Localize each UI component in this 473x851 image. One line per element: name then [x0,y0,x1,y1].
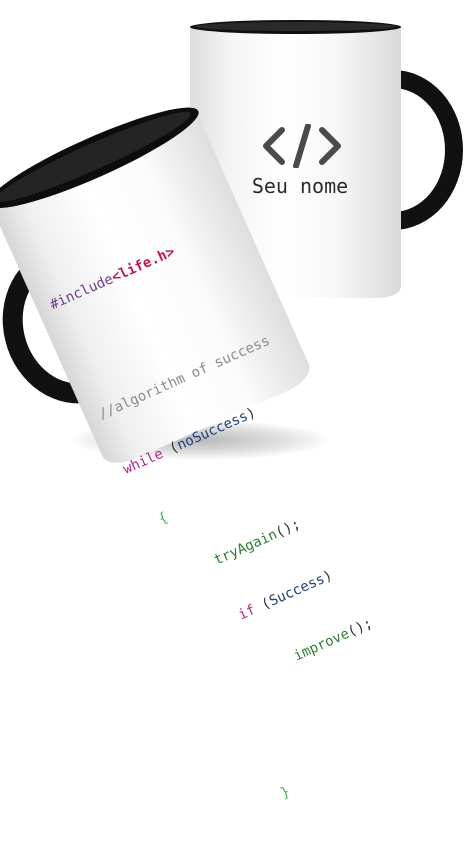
include-directive: #include [47,271,116,314]
fn-try-again: tryAgain [211,526,280,569]
back-mug-handle [393,70,463,230]
code-print: #include<life.h> //algorithm of success … [30,175,473,845]
product-photo: Seu nome #include<life.h> //algorithm of… [0,20,463,802]
while-condition: noSuccess [174,408,251,454]
call-parens: (); [345,615,376,641]
mug-name-text: Seu nome [251,174,349,198]
back-mug-rim [190,20,401,34]
if-condition: Success [266,571,328,610]
brace-close: } [278,783,293,802]
fn-improve: improve [291,625,352,665]
include-library: <life.h> [109,243,178,286]
code-brackets-icon [263,124,341,168]
back-mug-opening [195,22,396,31]
call-parens: (); [273,516,303,542]
while-keyword: while [120,445,166,478]
brace-open: { [156,509,171,528]
